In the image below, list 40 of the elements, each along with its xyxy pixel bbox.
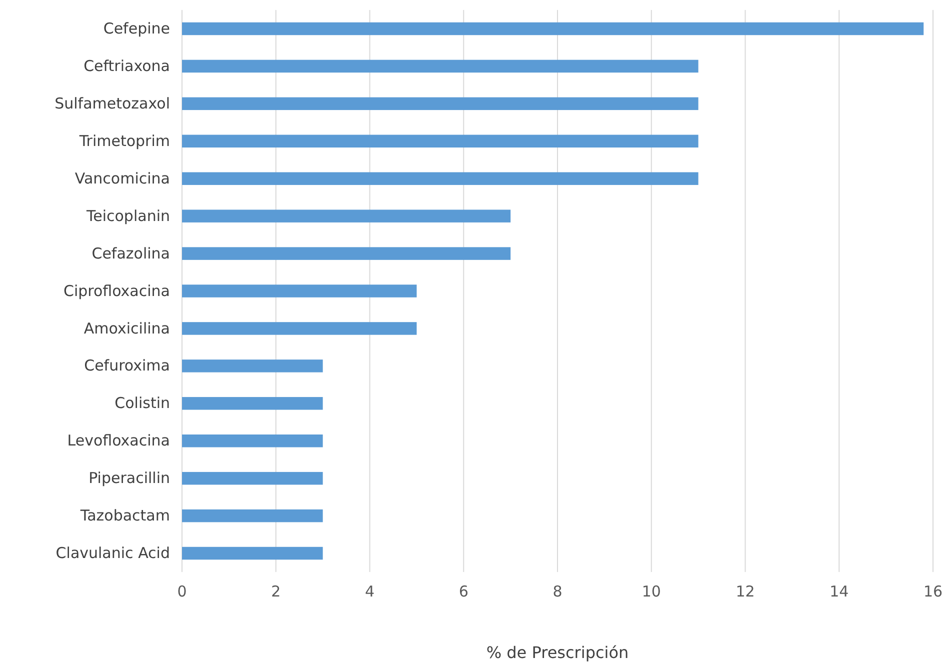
bar bbox=[182, 284, 417, 298]
y-tick-label: Cefepine bbox=[103, 20, 170, 38]
x-tick-label: 6 bbox=[458, 582, 468, 601]
y-tick-label: Tazobactam bbox=[79, 506, 170, 525]
y-tick-label: Ciprofloxacina bbox=[63, 282, 170, 300]
x-tick-label: 0 bbox=[177, 582, 187, 601]
bar bbox=[182, 434, 323, 448]
y-tick-label: Sulfametozaxol bbox=[54, 94, 170, 112]
y-tick-label: Piperacillin bbox=[88, 469, 170, 488]
bar bbox=[182, 509, 323, 522]
bar bbox=[182, 97, 698, 110]
y-tick-label: Colistin bbox=[114, 394, 170, 412]
y-tick-label: Vancomicina bbox=[74, 169, 170, 188]
x-tick-label: 12 bbox=[736, 582, 755, 601]
bar bbox=[182, 172, 698, 185]
x-tick-label: 4 bbox=[364, 582, 375, 601]
bar bbox=[182, 60, 698, 73]
y-tick-label: Ceftriaxona bbox=[84, 57, 170, 75]
bar bbox=[182, 134, 698, 148]
x-tick-label: 2 bbox=[271, 582, 281, 601]
y-tick-label: Clavulanic Acid bbox=[56, 544, 170, 562]
x-axis-title: % de Prescripción bbox=[486, 643, 629, 662]
bar bbox=[182, 322, 417, 335]
bar bbox=[182, 247, 511, 260]
bar bbox=[182, 397, 323, 410]
bar bbox=[182, 360, 323, 372]
x-tick-label: 10 bbox=[642, 582, 661, 601]
x-tick-label: 8 bbox=[552, 582, 562, 601]
y-tick-label: Amoxicilina bbox=[84, 319, 170, 338]
y-tick-label: Cefazolina bbox=[92, 244, 170, 262]
x-tick-label: 14 bbox=[830, 582, 849, 601]
y-tick-label: Trimetoprim bbox=[78, 132, 170, 150]
bar bbox=[182, 210, 511, 222]
x-tick-label: 16 bbox=[923, 582, 943, 601]
y-tick-label: Teicoplanin bbox=[86, 206, 170, 225]
y-tick-label: Levofloxacina bbox=[67, 432, 170, 450]
y-tick-label: Cefuroxima bbox=[84, 356, 170, 375]
bar bbox=[182, 546, 323, 560]
bar bbox=[182, 472, 323, 485]
bar bbox=[182, 22, 924, 36]
